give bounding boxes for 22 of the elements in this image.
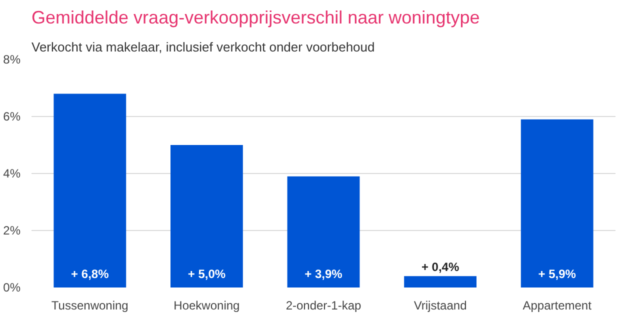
y-tick-label: 2% (3, 224, 21, 238)
bar (170, 145, 243, 288)
bar (54, 94, 126, 288)
x-tick-label: Tussenwoning (51, 298, 128, 312)
data-label: + 6,8% (71, 266, 110, 281)
bar (520, 119, 594, 288)
bar (287, 176, 360, 288)
data-label: + 3,9% (304, 266, 343, 281)
x-tick-label: Hoekwoning (174, 298, 240, 312)
x-tick-label: Appartement (522, 298, 592, 312)
data-label: + 5,9% (538, 266, 576, 281)
y-tick-label: 8% (3, 52, 21, 66)
y-tick-label: 0% (3, 280, 21, 294)
bar (404, 276, 477, 288)
x-tick-label: 2-onder-1-kap (286, 298, 362, 312)
data-label: + 5,0% (188, 266, 226, 281)
y-tick-label: 4% (3, 166, 21, 180)
data-label: + 0,4% (421, 260, 460, 274)
chart-subtitle: Verkocht via makelaar, inclusief verkocht onder voorbehoud (32, 40, 375, 54)
chart-title: Gemiddelde vraag-verkoopprijsverschil naar woningtype (32, 8, 480, 28)
x-tick-label: Vrijstaand (414, 298, 467, 312)
y-tick-label: 6% (3, 110, 21, 124)
